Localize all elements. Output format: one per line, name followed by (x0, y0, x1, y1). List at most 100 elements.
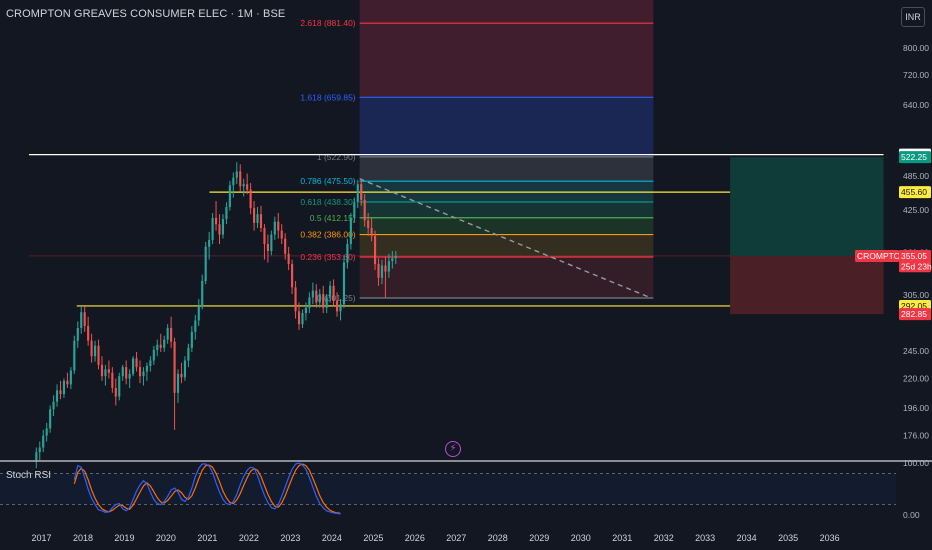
candle-body (111, 372, 114, 388)
stoch-y-tick-100: 100.00 (903, 458, 929, 468)
candle-body (253, 208, 256, 223)
candle-body (373, 235, 377, 265)
candle-body (180, 373, 183, 378)
fib-label-0.618: 0.618 (438.30) (300, 197, 355, 207)
x-tick-2017: 2017 (31, 533, 51, 543)
price-label-bg (899, 308, 931, 321)
candle-body (297, 311, 301, 325)
y-tick-176: 176.00 (903, 431, 929, 441)
candle-body (201, 280, 204, 306)
candle-body (125, 367, 128, 379)
candle-body (183, 360, 187, 378)
fib-label-1: 1 (522.90) (317, 152, 356, 162)
fib-label-0.786: 0.786 (475.50) (300, 176, 355, 186)
candle-body (214, 217, 218, 225)
candle-body (342, 262, 346, 305)
fib-zone-0.382 (359, 234, 654, 257)
stoch-rsi-pane (0, 460, 932, 515)
candle-body (363, 199, 366, 221)
candle-body (353, 202, 356, 218)
x-tick-2021: 2021 (197, 533, 217, 543)
fib-zone-top (359, 0, 654, 24)
candle-body (380, 265, 384, 278)
candle-body (218, 224, 221, 235)
y-tick-640: 640.00 (903, 100, 929, 110)
candle-body (291, 264, 294, 288)
y-tick-800: 800.00 (903, 43, 929, 53)
candle-body (284, 238, 287, 254)
candle-body (332, 285, 335, 301)
candle-body (273, 221, 276, 235)
candle-body (73, 340, 76, 371)
candle-body (318, 294, 321, 303)
candle-body (311, 290, 314, 298)
candle-body (170, 327, 173, 342)
candle-body (173, 341, 176, 393)
candle-body (322, 294, 325, 308)
lightning-bolt-icon[interactable]: ⚡ (445, 441, 461, 457)
candle-body (145, 365, 148, 372)
candle-body (259, 214, 263, 229)
x-tick-2032: 2032 (654, 533, 674, 543)
fib-label-0: 0 (301.25) (317, 293, 356, 303)
stoch-y-tick-0: 0.00 (903, 510, 920, 520)
x-tick-2018: 2018 (73, 533, 93, 543)
stoch-band-fill (0, 473, 896, 505)
fib-extension[interactable]: 2.618 (881.40) 1.618 (659.85) 1 (522.90) 0.… (300, 0, 654, 303)
price-label-bg (899, 260, 931, 273)
currency-badge[interactable]: INR (901, 7, 925, 27)
candle-body (104, 369, 107, 377)
x-tick-2030: 2030 (571, 533, 591, 543)
price-label-455.60: 455.60 (901, 187, 927, 197)
candle-body (45, 428, 48, 436)
candle-body (135, 358, 138, 368)
candle-body (38, 447, 41, 453)
x-tick-2034: 2034 (737, 533, 757, 543)
fib-label-1.618: 1.618 (659.85) (300, 92, 355, 102)
x-tick-2036: 2036 (820, 533, 840, 543)
candle-body (59, 390, 62, 395)
candle-body (329, 285, 332, 298)
fib-label-0.5: 0.5 (412.15) (310, 213, 356, 223)
price-label-CROMPTON: CROMPTON (857, 251, 906, 261)
candle-body (266, 244, 269, 251)
candle-body (163, 339, 166, 348)
candle-body (66, 380, 69, 385)
candle-body (246, 184, 249, 190)
candles (35, 162, 397, 469)
stoch-k-line (73, 462, 341, 515)
candle-body (93, 345, 97, 357)
trend-line-dashed (359, 178, 652, 299)
candle-body (187, 347, 190, 361)
price-label-bg (855, 249, 899, 262)
candle-body (190, 331, 193, 348)
indicator-label[interactable]: Stoch RSI (6, 470, 52, 481)
candle-body (346, 244, 349, 263)
x-tick-2025: 2025 (363, 533, 383, 543)
candle-body (83, 312, 86, 327)
price-label-292.05: 292.05 (901, 301, 927, 311)
candle-body (211, 217, 214, 240)
fib-zone-2.618 (359, 23, 654, 98)
candle-body (97, 345, 100, 365)
candle-body (118, 376, 121, 397)
trend-line[interactable] (359, 178, 652, 299)
fib-label-2.618: 2.618 (881.40) (300, 18, 355, 28)
x-tick-2024: 2024 (322, 533, 342, 543)
candle-body (294, 287, 297, 312)
candle-body (114, 387, 117, 397)
x-tick-2022: 2022 (239, 533, 259, 543)
candle-body (208, 239, 211, 247)
fib-zone-0.5 (359, 217, 654, 235)
x-tick-2029: 2029 (529, 533, 549, 543)
candle-body (356, 184, 359, 203)
price-label-522.25: 522.25 (901, 152, 927, 162)
y-tick-245: 245.00 (903, 346, 929, 356)
profit-zone (730, 157, 884, 256)
candle-body (52, 401, 55, 410)
position-box[interactable] (730, 157, 884, 315)
candle-body (304, 307, 307, 314)
candle-body (239, 171, 242, 187)
x-tick-2026: 2026 (405, 533, 425, 543)
